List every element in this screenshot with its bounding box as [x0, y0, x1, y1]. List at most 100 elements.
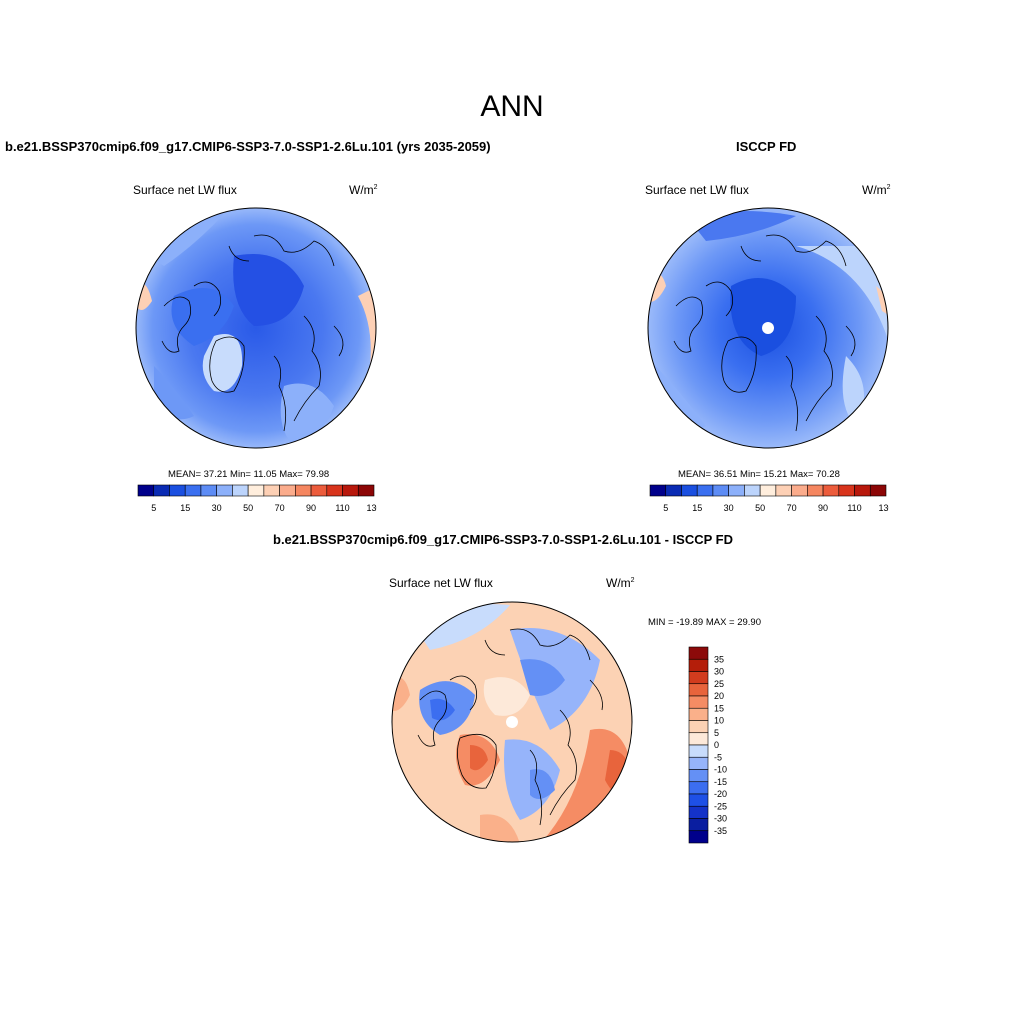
- panel3-stats: MIN = -19.89 MAX = 29.90: [648, 617, 762, 628]
- colorbar-swatch: [279, 484, 296, 497]
- panel3-field-region: [483, 677, 530, 716]
- colorbar-swatch: [310, 484, 328, 497]
- colorbar-tick-label: 5: [714, 728, 719, 738]
- colorbar-tick-label: 15: [180, 503, 190, 513]
- colorbar-swatch: [688, 707, 709, 721]
- colorbar-tick-label: 15: [692, 503, 702, 513]
- colorbar-swatch: [184, 484, 202, 497]
- panel3-variable-label: Surface net LW flux: [389, 576, 493, 590]
- colorbar-swatch: [854, 484, 871, 497]
- colorbar-tick-label: -5: [714, 752, 722, 762]
- colorbar-swatch: [688, 671, 709, 685]
- panel1-field-region: [171, 288, 234, 346]
- colorbar-tick-label: 90: [306, 503, 316, 513]
- colorbar-swatch: [688, 818, 709, 832]
- colorbar-tick-label: 30: [724, 503, 734, 513]
- colorbar-tick-label: -20: [714, 789, 727, 799]
- panel3-pole-gap: [506, 716, 518, 728]
- panel2-colorbar: 5 15 30 50 70 90 110 130: [649, 484, 889, 513]
- colorbar-swatch: [326, 484, 343, 497]
- colorbar-swatch: [688, 646, 709, 660]
- colorbar-swatch: [838, 484, 855, 497]
- main-title: ANN: [480, 90, 544, 123]
- colorbar-tick-label: 25: [714, 679, 724, 689]
- panel2-polar-map: [647, 207, 889, 449]
- panel2-variable-label: Surface net LW flux: [645, 183, 749, 197]
- colorbar-swatch: [263, 484, 280, 497]
- colorbar-tick-label: 20: [714, 691, 724, 701]
- colorbar-tick-label: 110: [847, 503, 861, 513]
- panel1-stats: MEAN= 37.21 Min= 11.05 Max= 79.98: [168, 469, 330, 480]
- colorbar-tick-label: -30: [714, 814, 727, 824]
- colorbar-swatch: [688, 744, 709, 758]
- colorbar-swatch: [869, 484, 887, 497]
- panel1-map-border: [135, 207, 377, 449]
- panel1-variable-label: Surface net LW flux: [133, 183, 237, 197]
- panel1-field-region: [233, 254, 304, 326]
- colorbar-swatch: [688, 756, 709, 770]
- colorbar-tick-label: 130: [878, 503, 889, 513]
- panel3-polar-map: [391, 601, 633, 843]
- panel2-map-border: [647, 207, 889, 449]
- colorbar-tick-label: 15: [714, 703, 724, 713]
- colorbar-swatch: [169, 484, 186, 497]
- panel3-map-border: [391, 601, 633, 843]
- colorbar-swatch: [728, 484, 745, 497]
- colorbar-swatch: [688, 695, 709, 709]
- panel1-coastlines: [161, 234, 344, 432]
- colorbar-swatch: [665, 484, 682, 497]
- colorbar-tick-label: 0: [714, 740, 719, 750]
- colorbar-swatch: [712, 484, 729, 497]
- panel2-coastlines: [673, 234, 856, 432]
- colorbar-swatch: [688, 830, 709, 844]
- colorbar-tick-label: 70: [787, 503, 797, 513]
- colorbar-tick-label: 50: [243, 503, 253, 513]
- panel2-pole-gap: [762, 322, 774, 334]
- panel2-field-region: [730, 278, 796, 356]
- colorbar-swatch: [681, 484, 698, 497]
- colorbar-tick-label: 110: [335, 503, 349, 513]
- colorbar-swatch: [357, 484, 375, 497]
- colorbar-tick-label: 5: [663, 503, 668, 513]
- colorbar-tick-label: 10: [714, 716, 724, 726]
- colorbar-swatch: [153, 484, 170, 497]
- panel3-coastlines: [417, 628, 603, 826]
- panel1-units-label: W/m2: [349, 183, 378, 197]
- panel3-field-region: [520, 659, 565, 696]
- panel1-colorbar: 5 15 30 50 70 90 110 130: [137, 484, 377, 513]
- panel3-colorbar: 35 30 25 20 15 10 5 0 -5 -10 -15 -20 -25 -30 -35: [688, 646, 727, 844]
- colorbar-swatch: [137, 484, 155, 497]
- panel3-field-region: [430, 698, 455, 721]
- colorbar-swatch: [688, 805, 709, 819]
- panel1-polar-map: [135, 207, 377, 449]
- panel3-field-region: [480, 814, 520, 842]
- panel2-field-region: [796, 246, 888, 346]
- colorbar-swatch: [649, 484, 667, 497]
- panel3-field-region: [530, 769, 555, 799]
- colorbar-swatch: [216, 484, 233, 497]
- colorbar-swatch: [200, 484, 217, 497]
- panel1-field-region: [358, 286, 376, 366]
- colorbar-tick-label: -25: [714, 801, 727, 811]
- colorbar-swatch: [688, 769, 709, 783]
- panel2-units-label: W/m2: [862, 183, 891, 197]
- colorbar-swatch: [688, 781, 709, 795]
- colorbar-tick-label: -35: [714, 826, 727, 836]
- panel2-stats: MEAN= 36.51 Min= 15.21 Max= 70.28: [678, 469, 840, 480]
- colorbar-tick-label: -15: [714, 777, 727, 787]
- colorbar-tick-label: 90: [818, 503, 828, 513]
- colorbar-swatch: [688, 732, 709, 746]
- colorbar-swatch: [247, 484, 265, 497]
- colorbar-swatch: [688, 658, 709, 672]
- panel1-title: b.e21.BSSP370cmip6.f09_g17.CMIP6-SSP3-7.…: [5, 139, 491, 154]
- panel3-units-label: W/m2: [606, 576, 635, 590]
- colorbar-swatch: [744, 484, 761, 497]
- colorbar-swatch: [688, 683, 709, 697]
- panel2-title: ISCCP FD: [736, 139, 797, 154]
- colorbar-swatch: [688, 793, 709, 807]
- panel1-field-base: [136, 208, 376, 448]
- colorbar-tick-label: 30: [714, 667, 724, 677]
- colorbar-tick-label: -10: [714, 765, 727, 775]
- colorbar-swatch: [232, 484, 249, 497]
- colorbar-tick-label: 35: [714, 654, 724, 664]
